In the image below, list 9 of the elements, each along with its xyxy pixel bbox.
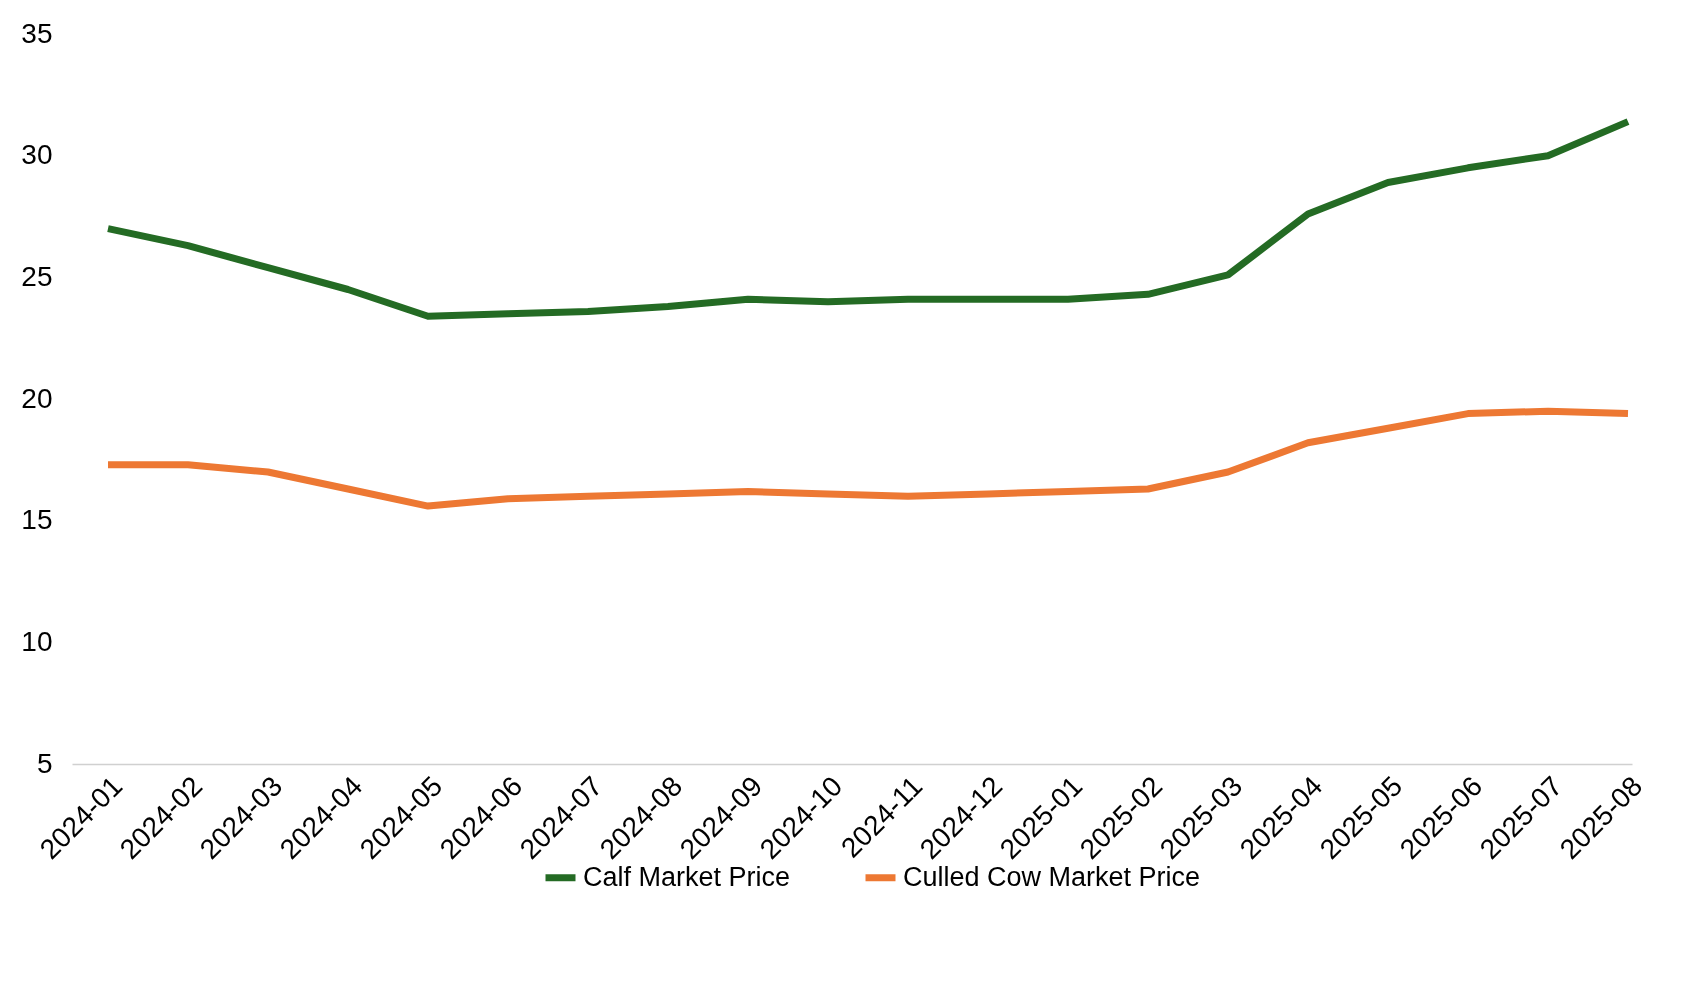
y-tick-label: 25: [21, 260, 53, 292]
y-tick-label: 35: [21, 17, 53, 49]
y-tick-label: 20: [21, 382, 53, 414]
y-tick-label: 10: [21, 625, 53, 657]
y-tick-label: 5: [36, 747, 53, 779]
legend-label: Culled Cow Market Price: [903, 861, 1201, 892]
legend-label: Calf Market Price: [583, 861, 791, 892]
y-tick-label: 15: [21, 504, 53, 536]
y-tick-label: 30: [21, 139, 53, 171]
